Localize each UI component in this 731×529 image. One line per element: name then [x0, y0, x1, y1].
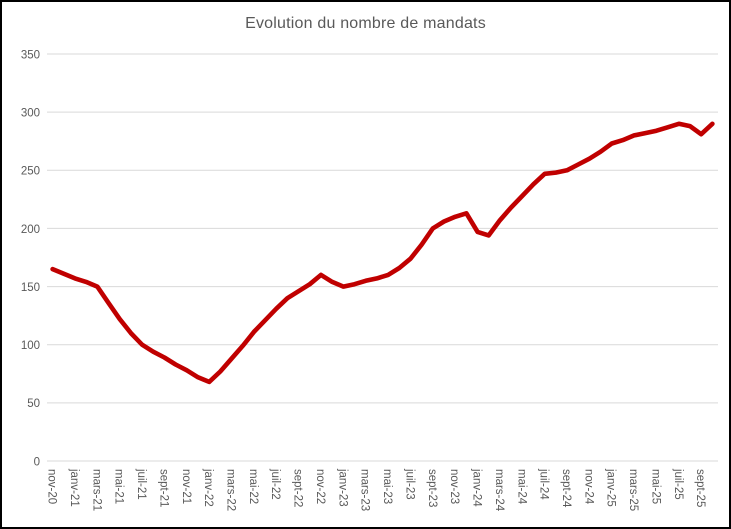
y-axis-tick-label: 200 [21, 224, 40, 236]
x-axis-tick-label: mai-24 [515, 469, 527, 505]
x-axis-tick-label: sept-21 [157, 469, 169, 507]
y-axis-tick-label: 350 [21, 49, 40, 61]
x-axis-tick-label: sept-25 [694, 469, 706, 507]
x-axis-tick-label: mai-22 [247, 469, 259, 504]
y-axis-tick-label: 100 [21, 340, 40, 352]
x-axis-tick-label: mars-21 [90, 469, 102, 511]
x-axis-tick-label: nov-20 [46, 469, 58, 504]
x-axis-tick-label: mars-23 [359, 469, 371, 511]
x-axis-tick-label: nov-23 [448, 469, 460, 504]
x-axis-tick-label: janv-21 [68, 468, 80, 507]
x-axis-tick-label: juil-23 [403, 468, 415, 500]
y-axis-tick-label: 150 [21, 282, 40, 294]
x-axis-tick-label: nov-24 [582, 469, 594, 505]
x-axis-tick-label: sept-24 [560, 469, 572, 508]
y-axis-tick-label: 300 [21, 108, 40, 120]
x-axis-tick-label: janv-24 [471, 468, 483, 507]
x-axis-tick-label: janv-22 [202, 468, 214, 507]
x-axis-tick-label: mars-22 [225, 469, 237, 511]
mandats-line-series [50, 121, 715, 385]
y-axis-tick-label: 250 [21, 166, 40, 178]
x-axis-tick-label: mai-23 [381, 469, 393, 504]
x-axis-tick-label: sept-22 [292, 469, 304, 507]
y-axis-tick-label: 0 [34, 456, 40, 468]
y-axis-labels-group: 0 50 100 150 200 250 300 350 [21, 49, 40, 468]
x-axis-tick-label: mars-24 [493, 469, 505, 512]
x-axis-tick-label: nov-22 [314, 469, 326, 504]
x-axis-tick-label: sept-23 [426, 469, 438, 507]
x-axis-tick-label: mai-25 [649, 469, 661, 504]
chart-title: Evolution du nombre de mandats [245, 15, 486, 32]
x-axis-tick-label: nov-21 [180, 469, 192, 504]
x-axis-tick-label: mai-21 [113, 469, 125, 504]
gridlines-group [47, 53, 718, 462]
x-axis-tick-label: juil-25 [672, 468, 684, 500]
y-axis-tick-label: 50 [27, 398, 40, 410]
x-axis-tick-label: juil-21 [135, 468, 147, 500]
x-axis-labels-group: nov-20 janv-21 mars-21 mai-21 juil-21 sept-21… [46, 468, 707, 512]
x-axis-tick-label: juil-24 [538, 468, 550, 500]
x-axis-tick-label: janv-23 [336, 468, 348, 507]
x-axis-tick-label: janv-25 [605, 468, 617, 507]
x-axis-tick-label: juil-22 [269, 468, 281, 500]
x-axis-tick-label: mars-25 [627, 469, 639, 511]
